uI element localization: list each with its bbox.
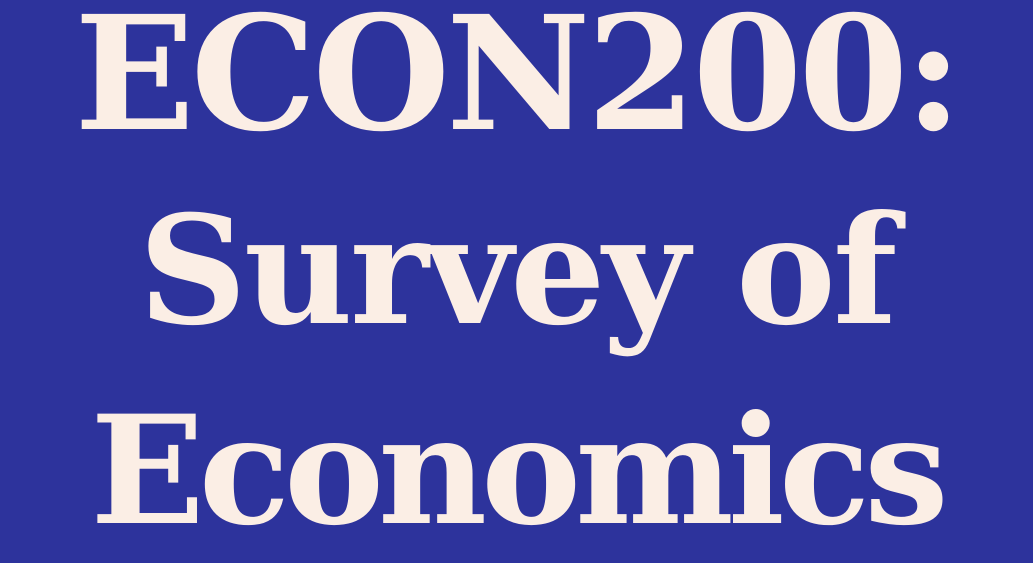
title-line-economics: Economics — [90, 383, 948, 559]
title-line-course-code: ECON200: — [74, 0, 962, 167]
title-line-survey-of: Survey of — [138, 183, 898, 359]
